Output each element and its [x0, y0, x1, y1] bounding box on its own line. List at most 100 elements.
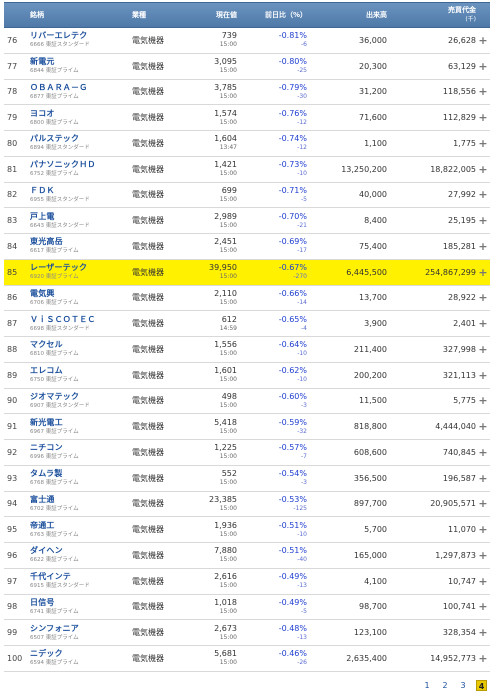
stock-name-link[interactable]: パルステック — [30, 134, 80, 144]
plus-icon[interactable]: + — [478, 368, 488, 382]
rank: 88 — [7, 344, 18, 354]
header-value[interactable]: 売買代金 (千) — [391, 3, 490, 27]
price-cell: 23,385 15:00 — [184, 492, 239, 517]
volume: 211,400 — [353, 344, 387, 354]
plus-icon[interactable]: + — [478, 651, 488, 665]
stock-code-market: 6698 東証スタンダード — [30, 325, 132, 333]
stock-name-link[interactable]: 東光高岳 — [30, 237, 63, 247]
page-link-3[interactable]: 3 — [460, 681, 466, 690]
rank: 96 — [7, 550, 18, 560]
change-value: -10 — [297, 376, 307, 384]
change-cell: -0.65% -4 — [239, 311, 311, 336]
plus-icon[interactable]: + — [478, 445, 488, 459]
plus-icon[interactable]: + — [478, 548, 488, 562]
stock-code-market: 6768 東証プライム — [30, 479, 132, 487]
stock-name-link[interactable]: ダイヘン — [30, 546, 63, 556]
plus-icon[interactable]: + — [478, 600, 488, 614]
volume: 13,700 — [359, 293, 387, 303]
stock-name-link[interactable]: ジオマテック — [30, 391, 80, 401]
stock-name-link[interactable]: パナソニックＨＤ — [30, 160, 96, 170]
stock-name-link[interactable]: ＯＢＡＲＡ－Ｇ — [30, 82, 88, 92]
stock-name-link[interactable]: ニデック — [30, 649, 63, 659]
plus-icon[interactable]: + — [478, 342, 488, 356]
table-row: 93 タムラ製 6768 東証プライム 電気機器 552 15:00 -0.54% -3 356… — [4, 466, 490, 492]
change-percent: -0.81% — [278, 31, 307, 41]
plus-icon[interactable]: + — [478, 214, 488, 228]
plus-icon[interactable]: + — [478, 85, 488, 99]
market: 東証プライム — [45, 480, 79, 487]
plus-icon[interactable]: + — [478, 239, 488, 253]
plus-icon[interactable]: + — [478, 523, 488, 537]
stock-cell: 戸上電 6643 東証スタンダード — [28, 208, 132, 233]
stock-name-link[interactable]: 富士通 — [30, 494, 55, 504]
stock-code-market: 6877 東証プライム — [30, 93, 132, 101]
price-cell: 739 15:00 — [184, 28, 239, 53]
market: 東証プライム — [45, 505, 79, 512]
stock-name-link[interactable]: レーザーテック — [30, 263, 88, 273]
plus-icon[interactable]: + — [478, 188, 488, 202]
change-value: -40 — [297, 556, 307, 564]
plus-icon[interactable]: + — [478, 497, 488, 511]
price-time: 15:00 — [219, 659, 237, 667]
plus-icon[interactable]: + — [478, 420, 488, 434]
stock-code: 6643 — [30, 222, 44, 229]
table-row: 76 リバーエレテク 6666 東証スタンダード 電気機器 739 15:00 -0.81%… — [4, 28, 490, 54]
stock-name-link[interactable]: 戸上電 — [30, 211, 55, 221]
change-cell: -0.60% -3 — [239, 389, 311, 414]
stock-name-link[interactable]: ニチコン — [30, 443, 63, 453]
plus-icon[interactable]: + — [478, 317, 488, 331]
plus-icon[interactable]: + — [478, 265, 488, 279]
stock-cell: 新電元 6844 東証プライム — [28, 54, 132, 79]
plus-icon[interactable]: + — [478, 162, 488, 176]
price-cell: 2,989 15:00 — [184, 208, 239, 233]
stock-code: 6844 — [30, 68, 44, 75]
change-cell: -0.67% -270 — [239, 260, 311, 285]
stock-name-link[interactable]: 日信号 — [30, 597, 55, 607]
industry: 電気機器 — [132, 87, 164, 97]
table-row: 79 ヨコオ 6800 東証プライム 電気機器 1,574 15:00 -0.76% -12 7… — [4, 105, 490, 131]
plus-icon[interactable]: + — [478, 111, 488, 125]
header-industry[interactable]: 業種 — [132, 11, 146, 19]
stock-name-link[interactable]: リバーエレテク — [30, 31, 88, 41]
industry: 電気機器 — [132, 319, 164, 329]
stock-name-link[interactable]: タムラ製 — [30, 469, 63, 479]
plus-icon[interactable]: + — [478, 626, 488, 640]
stock-name-link[interactable]: 新光電工 — [30, 417, 63, 427]
plus-icon[interactable]: + — [478, 471, 488, 485]
market: 東証プライム — [45, 351, 79, 358]
price: 1,601 — [214, 366, 237, 376]
stock-name-link[interactable]: ヨコオ — [30, 108, 55, 118]
volume: 8,400 — [364, 216, 387, 226]
change-value: -26 — [297, 659, 307, 667]
header-code[interactable]: 銘柄 — [30, 11, 44, 19]
table-row: 87 ＶｉＳＣＯＴＥＣ 6698 東証スタンダード 電気機器 612 14:59 -0.65… — [4, 311, 490, 337]
stock-name-link[interactable]: マクセル — [30, 340, 63, 350]
header-price[interactable]: 現在値 — [216, 11, 237, 19]
header-change[interactable]: 前日比（%） — [264, 11, 307, 19]
plus-icon[interactable]: + — [478, 59, 488, 73]
plus-icon[interactable]: + — [478, 574, 488, 588]
stock-name-link[interactable]: ＶｉＳＣＯＴＥＣ — [30, 314, 96, 324]
table-row: 86 電気興 6706 東証プライム 電気機器 2,110 15:00 -0.66% -14 1… — [4, 286, 490, 312]
table-row: 83 戸上電 6643 東証スタンダード 電気機器 2,989 15:00 -0.70% -2… — [4, 208, 490, 234]
stock-name-link[interactable]: 帝通工 — [30, 520, 55, 530]
plus-icon[interactable]: + — [478, 394, 488, 408]
page-link-2[interactable]: 2 — [442, 681, 448, 690]
stock-name-link[interactable]: エレコム — [30, 366, 63, 376]
rank: 99 — [7, 628, 18, 638]
plus-icon[interactable]: + — [478, 33, 488, 47]
page-link-4[interactable]: 4 — [476, 680, 487, 691]
stock-name-link[interactable]: 電気興 — [30, 288, 55, 298]
stock-cell: ダイヘン 6622 東証プライム — [28, 543, 132, 568]
stock-cell: リバーエレテク 6666 東証スタンダード — [28, 28, 132, 53]
page-link-1[interactable]: 1 — [424, 681, 430, 690]
stock-name-link[interactable]: ＦＤＫ — [30, 185, 55, 195]
change-cell: -0.49% -13 — [239, 569, 311, 594]
price: 1,936 — [214, 520, 237, 530]
plus-icon[interactable]: + — [478, 136, 488, 150]
stock-name-link[interactable]: 新電元 — [30, 57, 55, 67]
stock-name-link[interactable]: シンフォニア — [30, 623, 79, 633]
header-volume[interactable]: 出来高 — [366, 11, 387, 19]
stock-name-link[interactable]: 千代インテ — [30, 572, 71, 582]
plus-icon[interactable]: + — [478, 291, 488, 305]
